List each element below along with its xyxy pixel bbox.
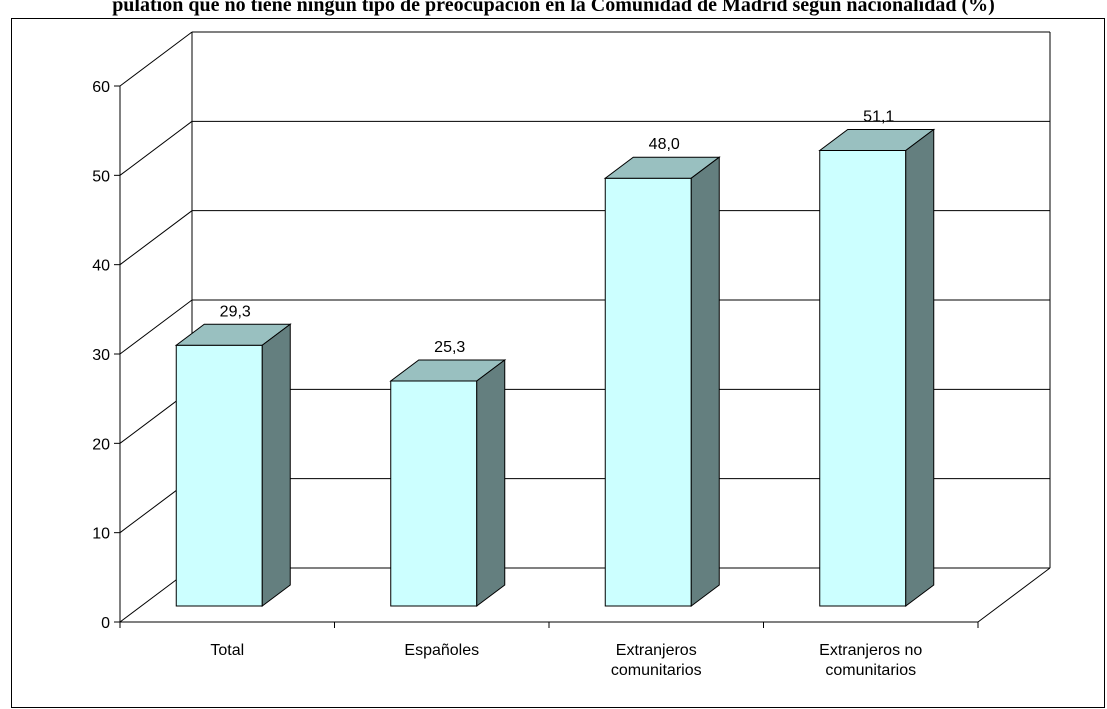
bar-front [390,380,478,607]
left-wall-diagonal [119,299,193,355]
y-tick-label: 30 [92,347,110,364]
chart-title: pulation que no tiene ningún tipo de pre… [112,0,995,16]
bar-front [175,344,263,607]
bar-side [476,358,506,607]
bar-3 [818,128,936,607]
y-tick-label: 50 [92,168,110,185]
y-tick-label: 0 [101,615,110,632]
axis-layer: 0 10 20 30 40 50 60 [92,79,979,632]
data-label: 25,3 [434,339,465,356]
x-tick-label: comunitarios [611,662,702,679]
chart-frame [11,18,1105,708]
data-label: 29,3 [220,303,251,320]
y-tick-label: 20 [92,436,110,453]
x-tick-label: Total [210,642,244,659]
bar-2 [603,156,721,607]
labels-layer: 29,3 Total 25,3 Españoles 48,0 Extranjeros com… [210,109,922,679]
x-tick-label: Españoles [404,642,479,659]
x-tick-label: Extranjeros no [819,642,922,659]
data-label: 48,0 [649,136,680,153]
left-wall-diagonal [119,31,193,87]
data-label: 51,1 [863,109,894,126]
y-tick-label: 60 [92,79,110,96]
bar-front [604,177,692,607]
y-tick-label: 40 [92,258,110,275]
left-wall-diagonal [119,210,193,266]
left-wall-diagonal [119,120,193,176]
bar-side [690,156,720,607]
bar-side [905,128,935,607]
floor-right-edge [977,567,1051,623]
bar-side [261,323,291,607]
bars-layer [174,128,936,607]
x-tick-label: Extranjeros [616,642,697,659]
bar-1 [389,358,507,607]
bar-0 [174,323,292,607]
y-tick-label: 10 [92,526,110,543]
bar-front [819,150,907,607]
x-tick-label: comunitarios [825,662,916,679]
